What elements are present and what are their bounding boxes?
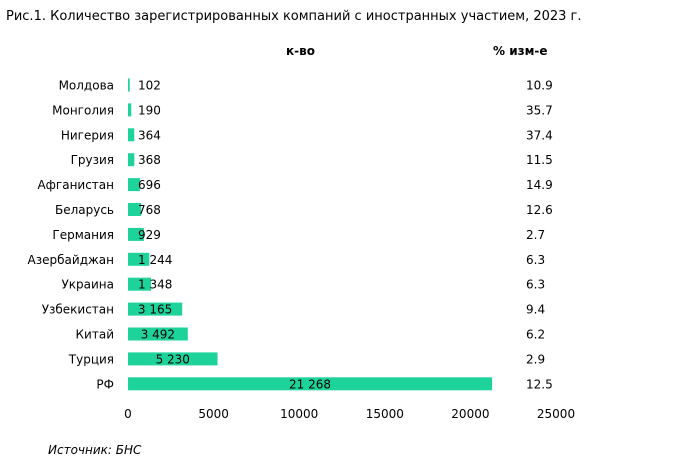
category-label: Беларусь [55,203,114,217]
value-column-header: к-во [286,44,315,58]
value-label: 696 [138,178,161,192]
category-label: Украина [61,278,114,292]
bar-9 [128,302,183,316]
change-label: 6.3 [526,278,545,292]
change-label: 37.4 [526,128,553,142]
bar-12 [128,377,493,391]
category-label: РФ [96,377,114,391]
category-label: Германия [52,228,114,242]
value-label: 21 268 [289,377,331,391]
category-label: Узбекистан [42,303,114,317]
value-label: 368 [138,153,161,167]
change-label: 10.9 [526,79,553,93]
change-label: 35.7 [526,103,553,117]
change-label: 2.9 [526,352,545,366]
category-label: Азербайджан [28,253,114,267]
bar-7 [128,252,150,266]
change-label: 14.9 [526,178,553,192]
value-label: 190 [138,103,161,117]
change-label: 11.5 [526,153,553,167]
x-tick-label: 15000 [366,407,404,421]
bar-5 [128,203,142,216]
value-label: 1 348 [138,278,172,292]
bar-8 [128,277,152,291]
bar-11 [128,352,218,366]
category-label: Нигерия [61,128,114,142]
category-label: Молдова [59,79,114,93]
bars-group [128,78,493,391]
labels-group: Молдова 102 10.9 Монголия 190 35.7 Нигерия 364 3… [28,79,553,392]
value-label: 3 165 [138,303,172,317]
x-tick-label: 5000 [198,407,229,421]
change-column-header: % изм-е [493,44,548,58]
x-tick-label: 20000 [451,407,489,421]
x-axis: 0 5000 10000 15000 20000 25000 [124,407,575,421]
category-label: Китай [76,328,114,342]
change-label: 9.4 [526,303,545,317]
source-note: Источник: БНС [48,443,142,457]
change-label: 6.3 [526,253,545,267]
value-label: 929 [138,228,161,242]
value-label: 364 [138,128,161,142]
category-label: Монголия [52,103,114,117]
category-label: Турция [68,352,114,366]
bar-1 [128,103,132,117]
bar-0 [128,78,130,92]
bar-4 [128,178,140,192]
x-tick-label: 25000 [537,407,575,421]
value-label: 768 [138,203,161,217]
bar-6 [128,227,144,241]
value-label: 102 [138,79,161,93]
bar-2 [128,128,135,142]
bar-10 [128,327,188,341]
value-label: 3 492 [141,328,175,342]
category-label: Афганистан [37,178,114,192]
chart-title: Рис.1. Количество зарегистрированных ком… [6,9,582,24]
category-label: Грузия [71,153,114,167]
x-tick-label: 0 [124,407,132,421]
change-label: 6.2 [526,328,545,342]
change-label: 12.5 [526,377,553,391]
x-tick-label: 10000 [280,407,318,421]
bar-3 [128,153,135,167]
change-label: 12.6 [526,203,553,217]
change-label: 2.7 [526,228,545,242]
value-label: 5 230 [156,352,190,366]
value-label: 1 244 [138,253,172,267]
